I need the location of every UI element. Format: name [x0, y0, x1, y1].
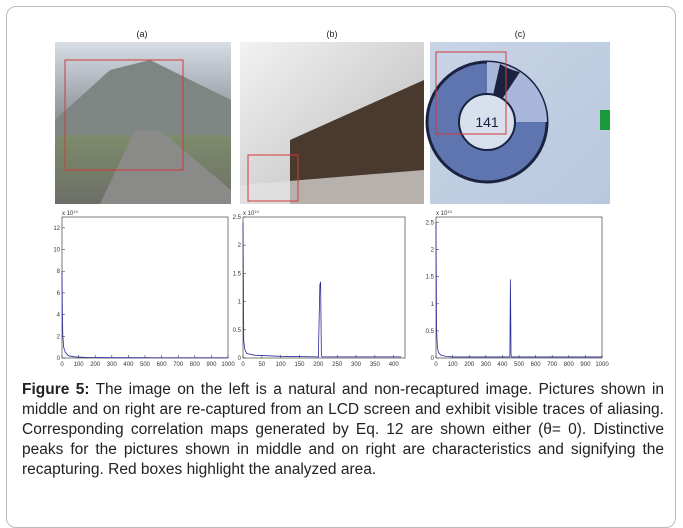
y-tick-label: 10: [53, 248, 60, 254]
x-tick-label: 100: [448, 362, 459, 368]
x-tick-label: 500: [140, 362, 151, 368]
y-tick-label: 0.5: [426, 329, 435, 335]
y-tick-label: 2: [431, 248, 435, 254]
x-tick-label: 0: [241, 362, 245, 368]
data-line: [61, 271, 228, 359]
data-line: [435, 222, 602, 358]
x-tick-label: 900: [206, 362, 217, 368]
x-tick-label: 150: [295, 362, 306, 368]
exponent-sup: 10: [73, 209, 78, 214]
y-tick-label: 2: [57, 334, 61, 340]
panel-label: (c): [515, 29, 526, 39]
x-tick-label: 400: [389, 362, 400, 368]
photo-text: 141: [475, 114, 499, 130]
y-tick-label: 0.5: [233, 328, 242, 334]
x-tick-label: 800: [564, 362, 575, 368]
y-tick-label: 2.5: [233, 215, 242, 221]
x-tick-label: 400: [123, 362, 134, 368]
x-tick-label: 100: [74, 362, 85, 368]
photo-c: 141: [425, 42, 610, 204]
x-tick-label: 0: [434, 362, 438, 368]
x-tick-label: 50: [258, 362, 265, 368]
caption-text: The image on the left is a natural and n…: [22, 381, 665, 478]
y-tick-label: 0: [57, 356, 61, 362]
x-tick-label: 500: [514, 362, 525, 368]
y-tick-label: 6: [57, 291, 61, 297]
x-tick-label: 350: [370, 362, 381, 368]
photo-a: [55, 42, 231, 204]
y-tick-label: 2: [238, 243, 242, 249]
x-tick-label: 1000: [221, 362, 235, 368]
y-tick-label: 1.5: [233, 271, 242, 277]
panel-label: (b): [327, 29, 338, 39]
y-tick-label: 1.5: [426, 275, 435, 281]
plot-frame: [435, 216, 603, 359]
x-tick-label: 200: [90, 362, 101, 368]
x-tick-label: 250: [332, 362, 343, 368]
caption: Figure 5: The image on the left is a nat…: [22, 380, 664, 480]
y-tick-label: 1: [238, 300, 242, 306]
y-tick-label: 0: [431, 356, 435, 362]
panel-label: (a): [137, 29, 148, 39]
x-tick-label: 700: [173, 362, 184, 368]
x-tick-label: 100: [276, 362, 287, 368]
y-tick-label: 0: [238, 356, 242, 362]
exponent-sup: 10: [447, 209, 452, 214]
y-tick-label: 12: [53, 226, 60, 232]
caption-label: Figure 5:: [22, 381, 90, 398]
exponent-label: x 1010: [243, 209, 260, 217]
exponent-label: x 1010: [62, 209, 79, 217]
x-tick-label: 1000: [595, 362, 609, 368]
photo-b: [240, 42, 424, 204]
data-line: [242, 222, 402, 358]
plot-frame: [242, 216, 406, 359]
x-tick-label: 300: [351, 362, 362, 368]
exponent-sup: 10: [254, 209, 259, 214]
y-tick-label: 8: [57, 269, 61, 275]
y-tick-label: 1: [431, 302, 435, 308]
x-tick-label: 800: [190, 362, 201, 368]
page: 141 (a) (b) (c) 0 2 4 6 8 10 12 0 100 200 300 400 500 60…: [6, 6, 676, 528]
x-tick-label: 0: [60, 362, 64, 368]
x-tick-label: 300: [481, 362, 492, 368]
x-tick-label: 700: [547, 362, 558, 368]
x-tick-label: 200: [313, 362, 324, 368]
x-tick-label: 600: [531, 362, 542, 368]
x-tick-label: 400: [497, 362, 508, 368]
exponent-label: x 1010: [436, 209, 453, 217]
plot-frame: [61, 216, 229, 359]
y-tick-label: 4: [57, 313, 61, 319]
x-tick-label: 900: [580, 362, 591, 368]
x-tick-label: 300: [107, 362, 118, 368]
x-tick-label: 200: [464, 362, 475, 368]
x-tick-label: 600: [157, 362, 168, 368]
y-tick-label: 2.5: [426, 220, 435, 226]
